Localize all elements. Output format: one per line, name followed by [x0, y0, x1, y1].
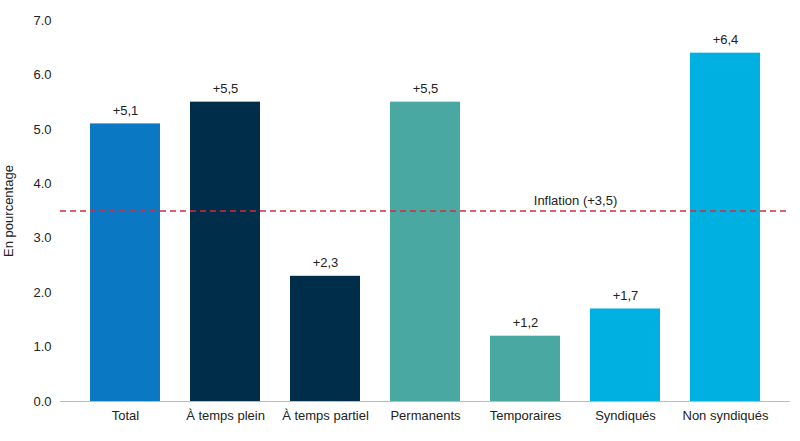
svg-text:4.0: 4.0 — [33, 176, 51, 191]
svg-text:Total: Total — [112, 408, 140, 423]
svg-text:+1,7: +1,7 — [613, 288, 639, 303]
svg-text:+2,3: +2,3 — [313, 255, 339, 270]
svg-text:2.0: 2.0 — [33, 285, 51, 300]
svg-text:0.0: 0.0 — [33, 394, 51, 409]
svg-text:Inflation (+3,5): Inflation (+3,5) — [534, 193, 617, 208]
svg-text:En pourcentage: En pourcentage — [1, 165, 16, 257]
svg-text:+6,4: +6,4 — [713, 32, 739, 47]
svg-text:Temporaires: Temporaires — [490, 408, 562, 423]
svg-text:À temps plein: À temps plein — [186, 408, 265, 423]
svg-text:+5,1: +5,1 — [113, 103, 139, 118]
svg-text:7.0: 7.0 — [33, 13, 51, 28]
svg-text:Permanents: Permanents — [390, 408, 461, 423]
svg-text:3.0: 3.0 — [33, 230, 51, 245]
svg-text:1.0: 1.0 — [33, 339, 51, 354]
svg-text:+1,2: +1,2 — [513, 315, 539, 330]
svg-text:6.0: 6.0 — [33, 67, 51, 82]
svg-text:+5,5: +5,5 — [413, 81, 439, 96]
svg-text:5.0: 5.0 — [33, 122, 51, 137]
svg-text:Non syndiqués: Non syndiqués — [683, 408, 769, 423]
svg-text:+5,5: +5,5 — [213, 81, 239, 96]
svg-text:À temps partiel: À temps partiel — [282, 408, 369, 423]
svg-text:Syndiqués: Syndiqués — [595, 408, 656, 423]
